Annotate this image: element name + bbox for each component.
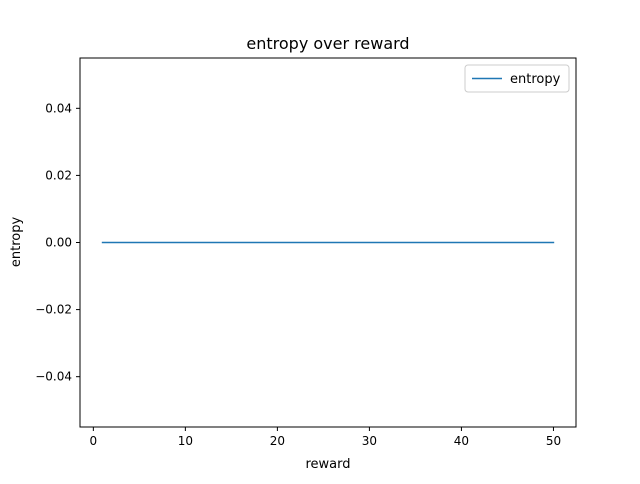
y-axis-label: entropy: [9, 217, 24, 268]
x-tick-label: 10: [178, 434, 193, 448]
legend: entropy: [464, 64, 570, 93]
x-tick-label: 20: [270, 434, 285, 448]
y-tick-label: 0.00: [45, 236, 72, 250]
x-axis-label: reward: [305, 457, 350, 472]
legend-label-entropy: entropy: [510, 72, 561, 87]
x-tick-label: 0: [90, 434, 98, 448]
x-axis-ticks: 0 10 20 30 40 50: [90, 427, 561, 448]
y-axis-ticks: −0.04 −0.02 0.00 0.02 0.04: [35, 101, 80, 384]
y-tick-label: 0.04: [45, 101, 72, 115]
x-tick-label: 30: [362, 434, 377, 448]
y-tick-label: −0.02: [35, 303, 72, 317]
y-tick-label: 0.02: [45, 168, 72, 182]
y-tick-label: −0.04: [35, 370, 72, 384]
x-tick-label: 40: [454, 434, 469, 448]
chart-title: entropy over reward: [246, 34, 409, 53]
x-tick-label: 50: [546, 434, 561, 448]
legend-box: [464, 64, 570, 93]
